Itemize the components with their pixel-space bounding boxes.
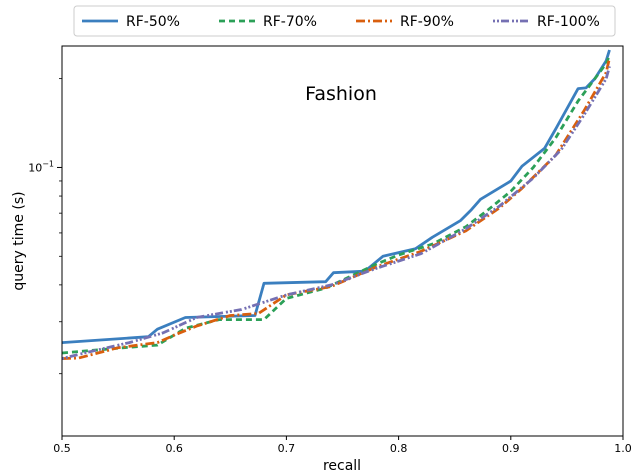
x-tick-label: 0.6 xyxy=(165,442,183,455)
legend-items: RF-50% RF-70% RF-90% RF-100% xyxy=(82,14,600,30)
y-tick-label: 10−1 xyxy=(28,159,54,174)
legend-label-1: RF-50% xyxy=(126,14,180,30)
plot-lines xyxy=(62,49,611,360)
y-axis: 10−1 xyxy=(28,78,62,375)
x-tick-label: 0.7 xyxy=(278,442,296,455)
legend-box xyxy=(73,5,616,37)
x-axis-label: recall xyxy=(323,458,361,474)
legend-label-3: RF-90% xyxy=(400,14,454,30)
legend-label-2: RF-70% xyxy=(263,14,317,30)
series-line-2 xyxy=(62,54,611,355)
legend-label-4: RF-100% xyxy=(537,14,600,30)
x-axis: 0.5 0.6 0.7 0.8 0.9 1.0 xyxy=(53,436,631,455)
y-axis-label: query time (s) xyxy=(11,191,27,290)
series-line-4 xyxy=(62,66,611,360)
plot-frame xyxy=(61,45,624,437)
annotation-label: Fashion xyxy=(305,83,377,105)
x-tick-label: 0.9 xyxy=(502,442,520,455)
x-tick-label: 0.8 xyxy=(390,442,408,455)
x-tick-label: 0.5 xyxy=(53,442,71,455)
legend: RF-50% RF-70% RF-90% RF-100% xyxy=(73,5,616,37)
x-tick-label: 1.0 xyxy=(614,442,631,455)
